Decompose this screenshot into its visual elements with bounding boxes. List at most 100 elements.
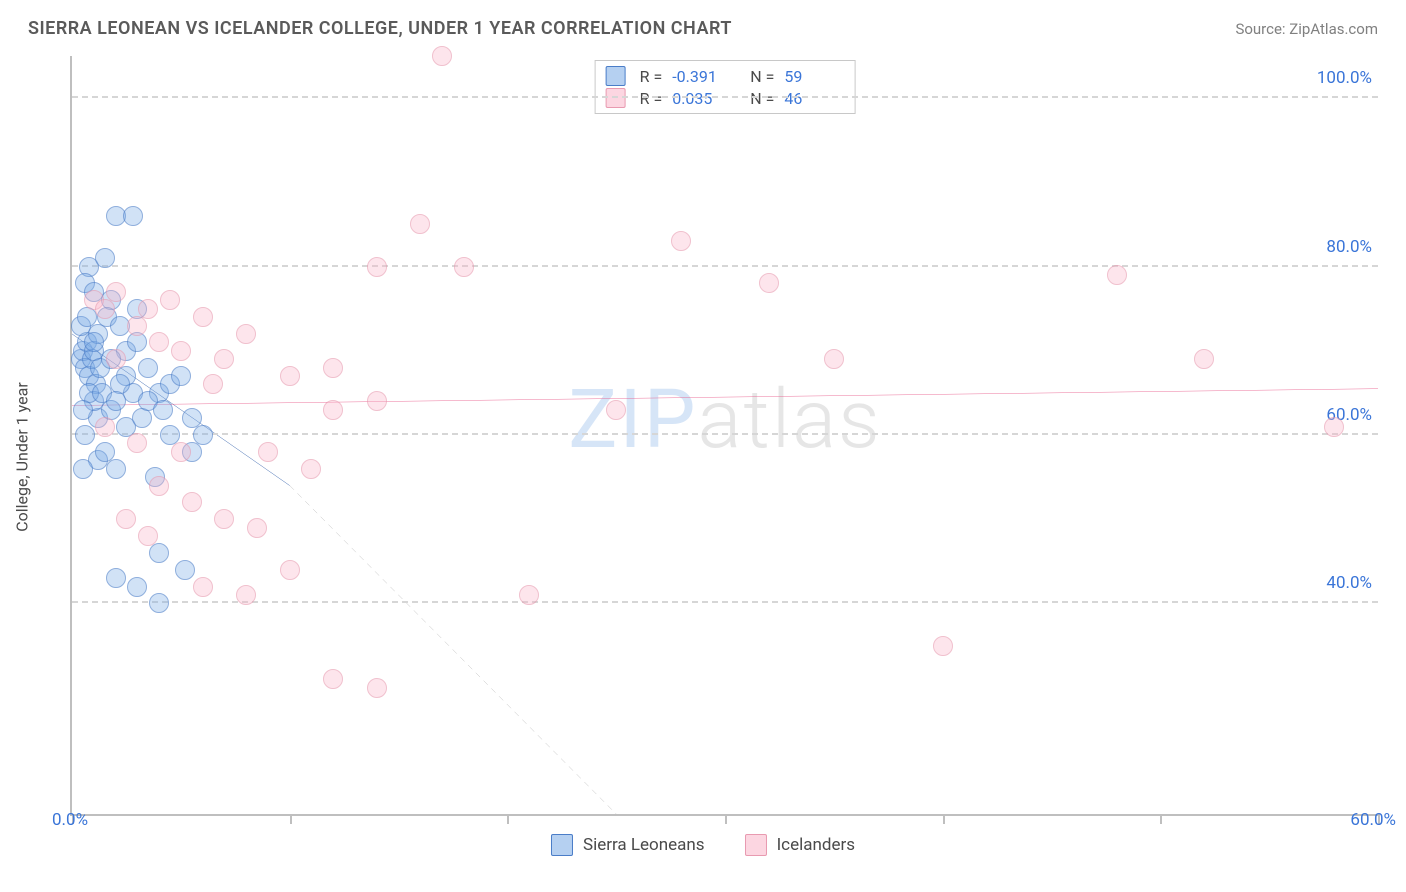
watermark: ZIPatlas — [568, 372, 881, 468]
scatter-point-blue — [106, 391, 126, 411]
scatter-point-blue — [73, 400, 93, 420]
scatter-point-pink — [193, 577, 213, 597]
scatter-point-pink — [171, 442, 191, 462]
scatter-point-pink — [182, 492, 202, 512]
scatter-point-pink — [367, 678, 387, 698]
scatter-point-pink — [454, 257, 474, 277]
scatter-point-pink — [759, 273, 779, 293]
scatter-point-blue — [149, 543, 169, 563]
scatter-point-pink — [367, 391, 387, 411]
gridline-h — [72, 265, 1378, 267]
scatter-point-pink — [824, 349, 844, 369]
legend-label-pink: Icelanders — [777, 835, 855, 855]
r-value-blue: -0.391 — [672, 67, 732, 86]
swatch-blue-icon — [551, 834, 573, 856]
x-tick-label-min: 0.0% — [52, 810, 88, 830]
scatter-point-pink — [247, 518, 267, 538]
gridline-h — [72, 96, 1378, 98]
scatter-point-pink — [236, 585, 256, 605]
scatter-point-pink — [323, 400, 343, 420]
scatter-point-blue — [123, 206, 143, 226]
x-tick — [1160, 814, 1162, 824]
y-tick-label: 100.0% — [1317, 68, 1372, 88]
swatch-pink-icon — [745, 834, 767, 856]
y-axis-label: College, Under 1 year — [13, 382, 32, 532]
scatter-point-pink — [280, 366, 300, 386]
scatter-point-blue — [95, 442, 115, 462]
n-label: N = — [750, 67, 774, 86]
chart-header: SIERRA LEONEAN VS ICELANDER COLLEGE, UND… — [0, 0, 1406, 49]
scatter-point-pink — [106, 282, 126, 302]
scatter-point-blue — [127, 577, 147, 597]
scatter-point-pink — [410, 214, 430, 234]
scatter-point-pink — [367, 257, 387, 277]
scatter-point-pink — [258, 442, 278, 462]
scatter-point-pink — [519, 585, 539, 605]
chart-title: SIERRA LEONEAN VS ICELANDER COLLEGE, UND… — [28, 18, 732, 39]
scatter-point-blue — [175, 560, 195, 580]
scatter-point-pink — [323, 358, 343, 378]
scatter-point-blue — [84, 332, 104, 352]
scatter-point-pink — [671, 231, 691, 251]
scatter-point-pink — [203, 374, 223, 394]
scatter-point-blue — [73, 459, 93, 479]
watermark-part2: atlas — [697, 372, 881, 468]
scatter-point-pink — [95, 417, 115, 437]
trend-line — [290, 486, 617, 814]
scatter-point-blue — [106, 568, 126, 588]
trend-lines-svg — [72, 56, 1378, 814]
source-attribution: Source: ZipAtlas.com — [1235, 20, 1378, 38]
source-prefix: Source: — [1235, 20, 1289, 38]
n-value-blue: 59 — [784, 67, 844, 86]
scatter-point-pink — [149, 476, 169, 496]
trend-line — [72, 389, 1378, 406]
plot-area: ZIPatlas R = -0.391 N = 59 R = 0.035 N =… — [70, 56, 1378, 816]
legend-correlation-box: R = -0.391 N = 59 R = 0.035 N = 46 — [595, 60, 856, 114]
scatter-point-pink — [138, 526, 158, 546]
scatter-point-blue — [149, 593, 169, 613]
scatter-point-pink — [171, 341, 191, 361]
x-tick — [725, 814, 727, 824]
scatter-point-pink — [116, 509, 136, 529]
scatter-point-pink — [193, 307, 213, 327]
x-tick-label-max: 60.0% — [1350, 810, 1396, 830]
scatter-point-pink — [95, 299, 115, 319]
scatter-point-pink — [127, 433, 147, 453]
r-label: R = — [640, 67, 663, 86]
scatter-point-pink — [432, 46, 452, 66]
scatter-point-blue — [95, 248, 115, 268]
watermark-part1: ZIP — [568, 372, 697, 468]
scatter-point-blue — [153, 400, 173, 420]
scatter-point-pink — [127, 316, 147, 336]
x-tick — [290, 814, 292, 824]
gridline-h — [72, 601, 1378, 603]
scatter-point-pink — [1107, 265, 1127, 285]
scatter-point-blue — [171, 366, 191, 386]
legend-series: Sierra Leoneans Icelanders — [551, 834, 855, 856]
scatter-point-blue — [75, 425, 95, 445]
scatter-point-pink — [933, 636, 953, 656]
scatter-point-pink — [214, 509, 234, 529]
scatter-point-blue — [138, 358, 158, 378]
scatter-point-pink — [214, 349, 234, 369]
gridline-h — [72, 433, 1378, 435]
scatter-point-pink — [236, 324, 256, 344]
scatter-point-pink — [106, 349, 126, 369]
scatter-point-pink — [280, 560, 300, 580]
scatter-point-pink — [1324, 417, 1344, 437]
scatter-point-blue — [106, 459, 126, 479]
scatter-point-pink — [1194, 349, 1214, 369]
source-name: ZipAtlas.com — [1289, 20, 1378, 38]
scatter-point-pink — [323, 669, 343, 689]
legend-row-blue: R = -0.391 N = 59 — [606, 65, 845, 87]
x-tick — [943, 814, 945, 824]
legend-item-blue: Sierra Leoneans — [551, 834, 705, 856]
y-tick-label: 40.0% — [1326, 573, 1372, 593]
legend-item-pink: Icelanders — [745, 834, 855, 856]
scatter-point-pink — [149, 332, 169, 352]
scatter-point-pink — [606, 400, 626, 420]
swatch-blue-icon — [606, 66, 626, 86]
x-tick — [507, 814, 509, 824]
y-tick-label: 80.0% — [1326, 237, 1372, 257]
scatter-point-pink — [160, 290, 180, 310]
